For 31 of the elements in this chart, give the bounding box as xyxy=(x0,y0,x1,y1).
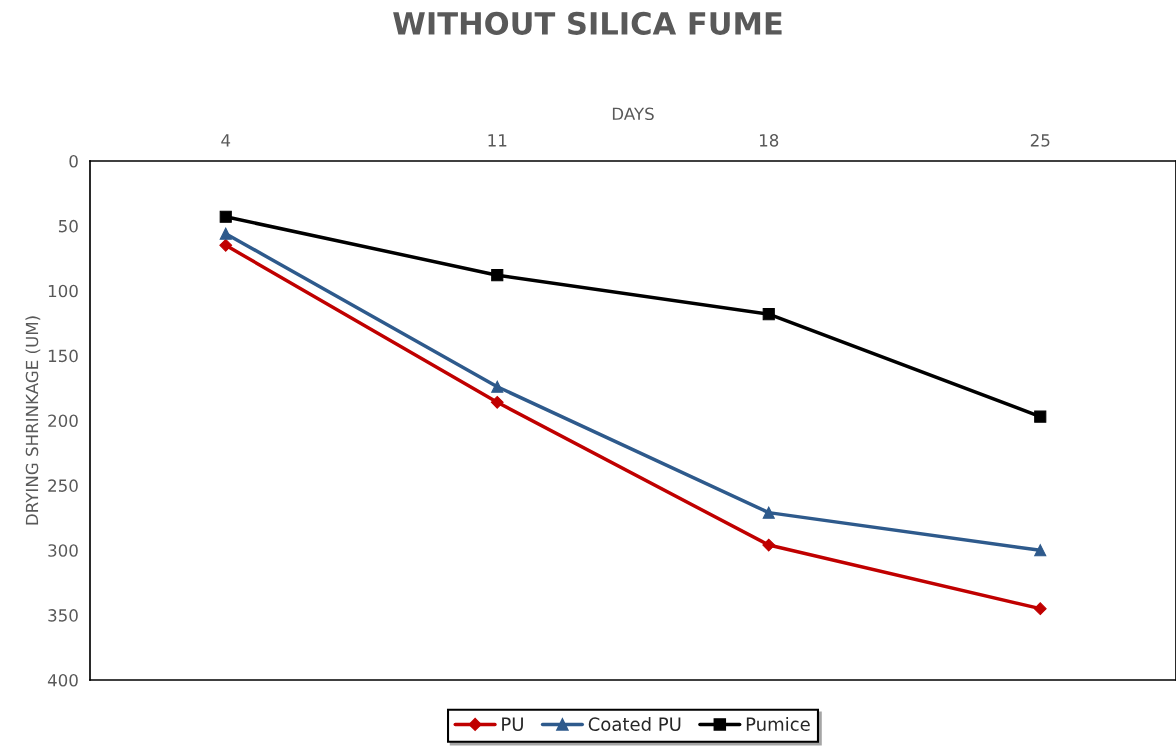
point xyxy=(1034,410,1047,423)
legend-label: PU xyxy=(502,717,523,731)
y-tick-label: 250 xyxy=(48,479,78,492)
point xyxy=(491,269,504,282)
point xyxy=(219,238,233,252)
point xyxy=(762,506,775,519)
x-tick-label: 25 xyxy=(1030,134,1050,147)
x-tick-label: 4 xyxy=(221,134,231,147)
y-tick-label: 300 xyxy=(48,544,78,557)
x-tick-label: 18 xyxy=(759,134,779,147)
point xyxy=(490,395,504,409)
chart-title: WITHOUT SILICA FUME xyxy=(393,11,782,35)
point xyxy=(1033,602,1047,616)
point xyxy=(219,210,232,223)
point xyxy=(491,380,504,393)
point xyxy=(1034,544,1047,557)
y-axis-title: DRYING SHRINKAGE (UM) xyxy=(25,316,41,525)
point xyxy=(762,308,775,321)
legend-label: Pumice xyxy=(746,717,810,731)
y-tick-label: 50 xyxy=(58,219,78,233)
x-axis-title: DAYS xyxy=(612,107,654,121)
y-tick-label: 350 xyxy=(48,609,78,622)
y-tick-label: 100 xyxy=(48,284,78,298)
point xyxy=(219,227,232,240)
y-tick-label: 150 xyxy=(48,349,78,363)
legend-label: Coated PU xyxy=(588,717,681,731)
x-tick-label: 11 xyxy=(488,134,507,147)
y-tick-label: 400 xyxy=(47,673,78,687)
y-tick-label: 200 xyxy=(48,414,78,428)
point xyxy=(762,538,776,552)
y-tick-label: 0 xyxy=(69,154,78,168)
